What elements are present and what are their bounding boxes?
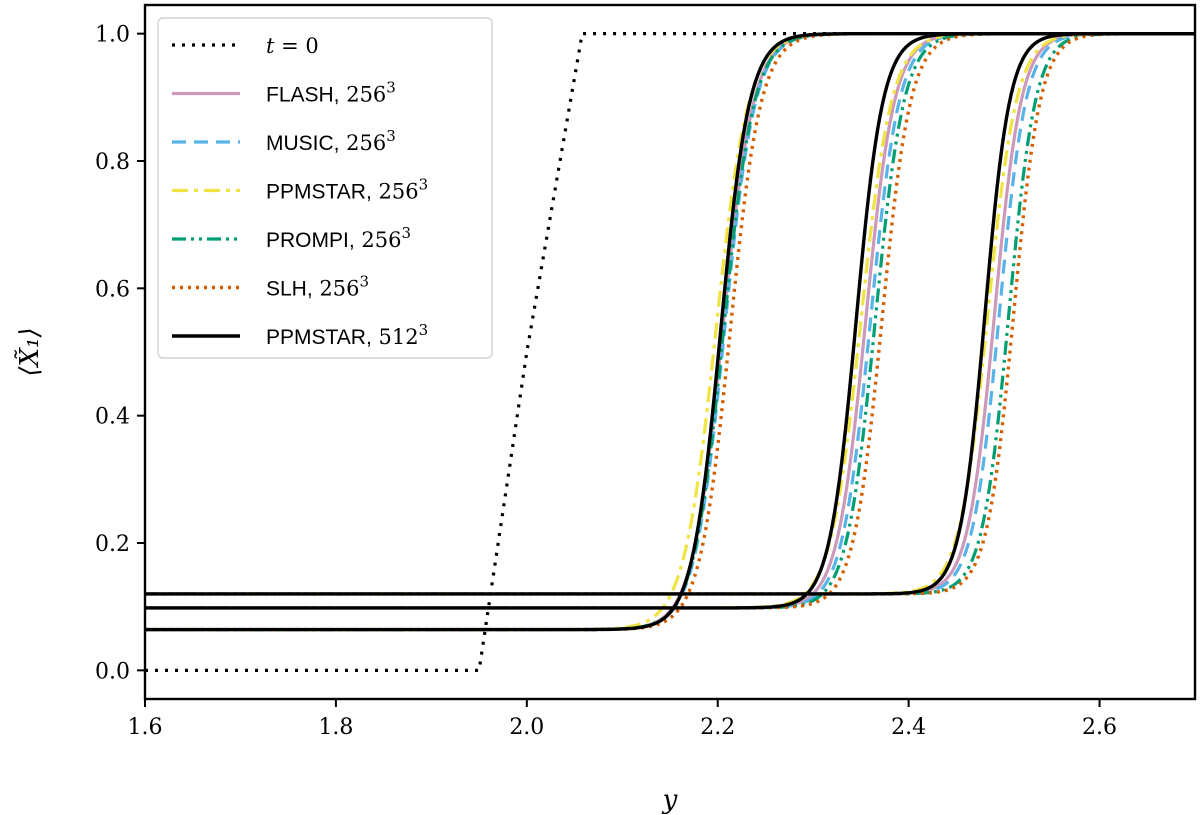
legend-label: PROMPI, 2563 [266,224,411,252]
y-tick-label: 1.0 [95,23,130,48]
x-tick-label: 2.6 [1082,715,1117,740]
series-0 [145,32,1195,672]
y-tick-label: 0.6 [95,277,130,302]
series-line [145,31,1195,610]
legend-label: SLH, 2563 [266,273,369,301]
legend-item: PROMPI, 2563 [172,224,411,252]
legend: t = 0 FLASH, 2563 MUSIC, 2563 PPMSTAR, 2563… [157,17,493,359]
series-line [145,31,1195,596]
legend-item: t = 0 [172,34,319,58]
series-6 [145,31,1195,632]
legend-label: t = 0 [266,34,319,58]
legend-box [157,17,493,359]
legend-item: SLH, 2563 [172,273,369,301]
x-tick-label: 2.2 [700,715,735,740]
plot-frame [143,3,1197,701]
legend-label: PPMSTAR, 5123 [266,321,428,349]
legend-label: FLASH, 2563 [266,79,396,107]
legend-item: PPMSTAR, 2563 [172,176,428,204]
legend-item: PPMSTAR, 5123 [172,321,428,349]
x-tick-label: 1.8 [318,715,353,740]
series-line [145,32,1195,596]
ticks-layer: 1.6 1.8 2.0 2.2 2.4 2.6 0.0 0.2 0.4 0.6 0.8 1.0 [95,23,1117,740]
legend-label: MUSIC, 2563 [266,127,396,155]
legend-label: PPMSTAR, 2563 [266,176,428,204]
y-tick-label: 0.8 [95,150,130,175]
y-tick-label: 0.4 [95,405,130,430]
series-line [145,31,1195,596]
legend-item: FLASH, 2563 [172,79,396,107]
x-tick-label: 2.4 [891,715,926,740]
series-line [145,32,1195,672]
y-tick-label: 0.0 [95,659,130,684]
x-tick-label: 1.6 [128,715,163,740]
y-tick-label: 0.2 [95,532,130,557]
x-tick-label: 2.0 [509,715,544,740]
y-axis-label: ⟨X̃₁⟩ [14,327,45,376]
series-layer [145,31,1195,672]
x-axis-label: y [662,785,678,815]
legend-item: MUSIC, 2563 [172,127,396,155]
